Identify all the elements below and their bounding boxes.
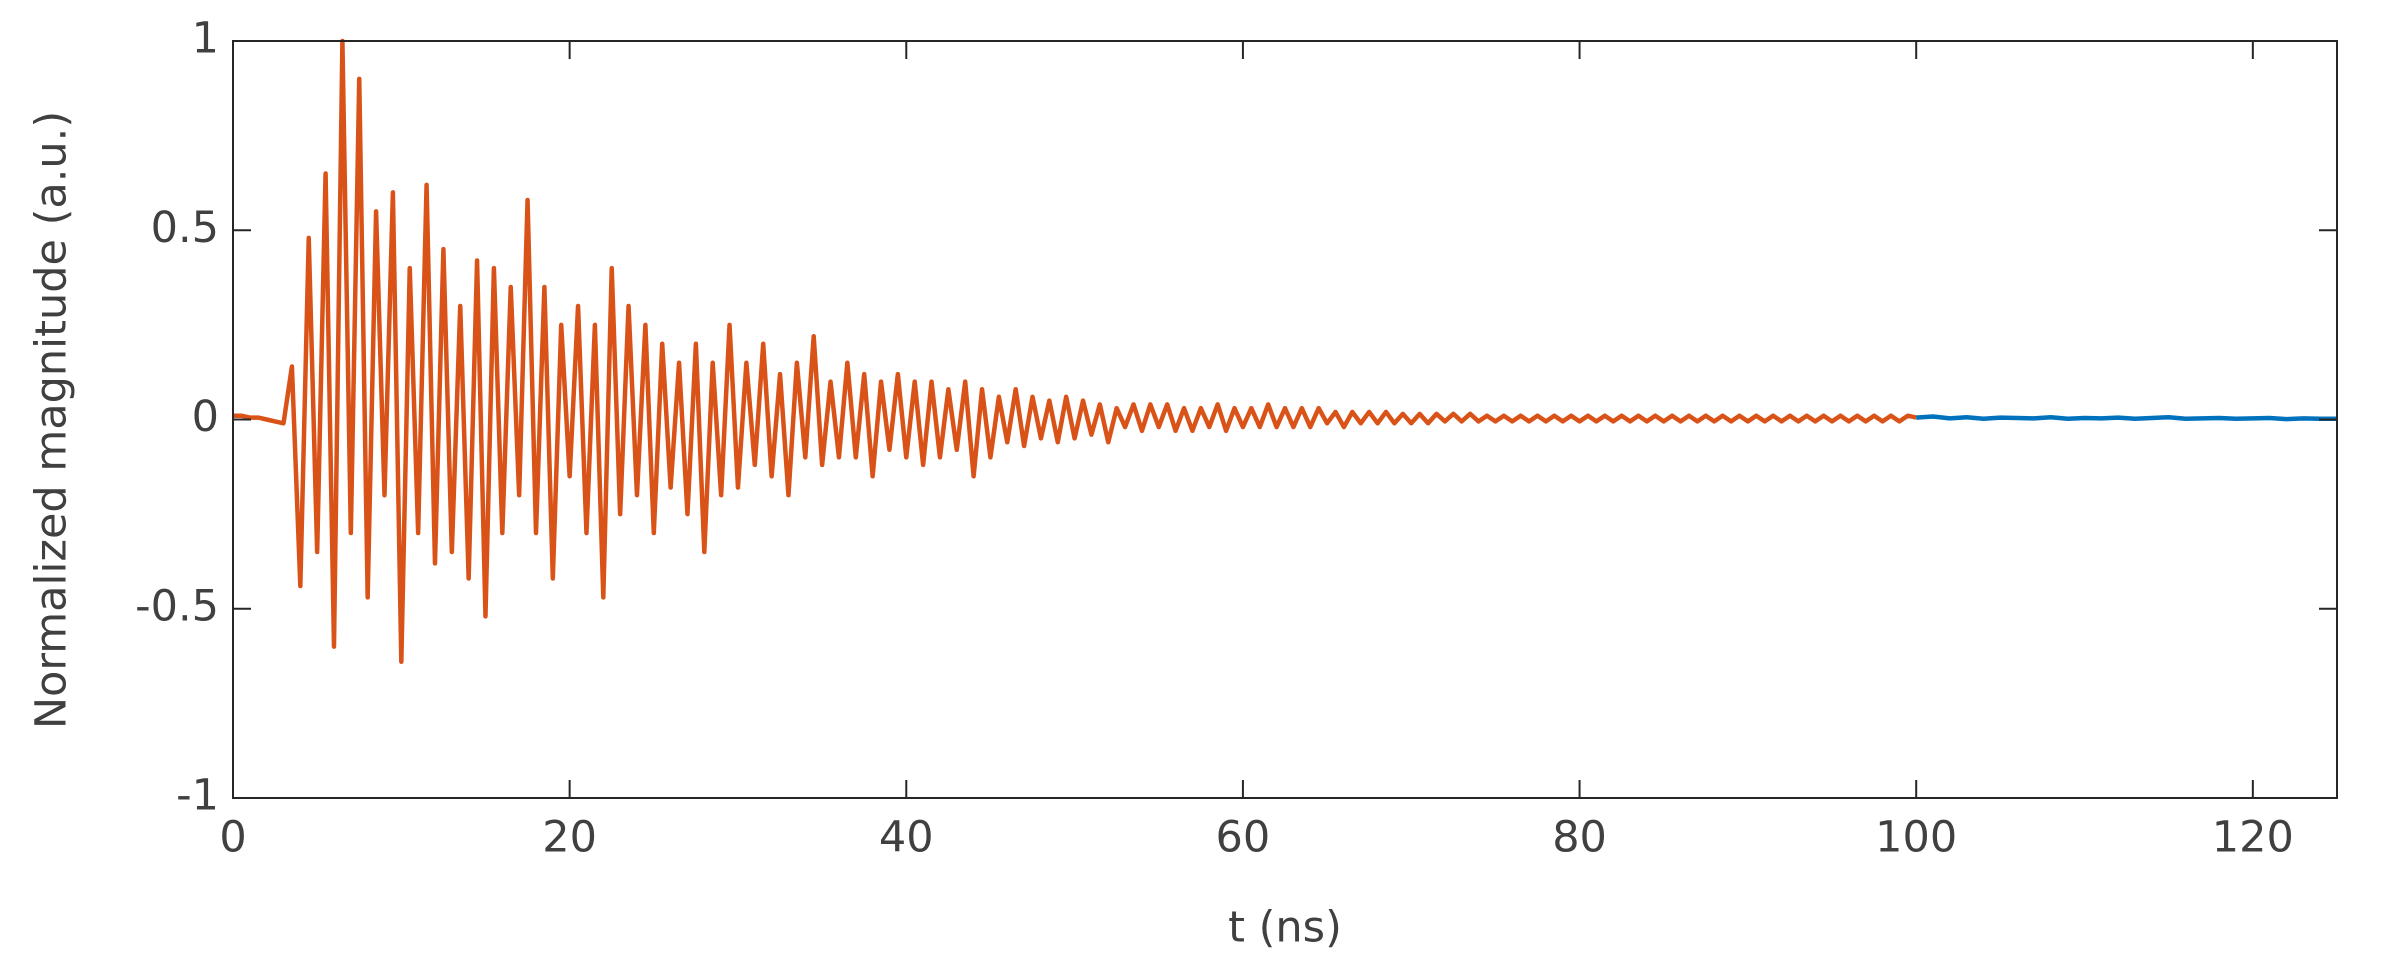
y-tick-label: -0.5 bbox=[135, 581, 219, 631]
data-line bbox=[1916, 414, 2337, 422]
data-line bbox=[233, 38, 1917, 664]
y-tick-label: 0.5 bbox=[151, 203, 219, 253]
y-tick-label: -1 bbox=[176, 771, 219, 821]
y-tick-label: 1 bbox=[192, 14, 219, 64]
y-tick-label: 0 bbox=[192, 392, 219, 442]
x-tick-label: 0 bbox=[219, 813, 246, 863]
y-axis-label: Normalized magnitude (a.u.) bbox=[27, 111, 77, 729]
x-tick-label: 20 bbox=[542, 813, 597, 863]
x-axis-label: t (ns) bbox=[1228, 903, 1342, 953]
x-tick-label: 40 bbox=[879, 813, 934, 863]
x-tick-label: 120 bbox=[2212, 813, 2294, 863]
x-tick-label: 60 bbox=[1216, 813, 1271, 863]
x-tick-label: 80 bbox=[1552, 813, 1607, 863]
x-tick-label: 100 bbox=[1875, 813, 1957, 863]
